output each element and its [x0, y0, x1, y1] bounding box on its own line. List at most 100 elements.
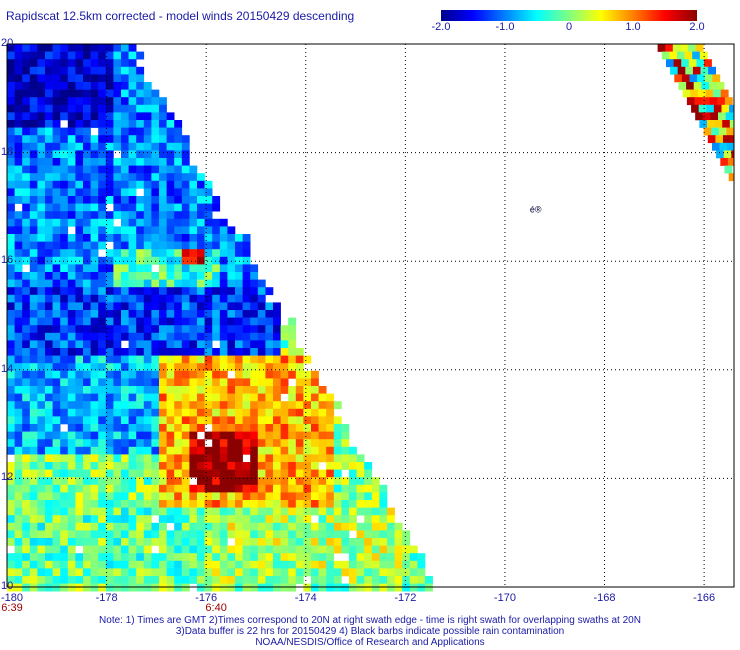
- wind-cell: [303, 583, 312, 592]
- wind-cell: [60, 507, 69, 516]
- wind-cell: [52, 560, 61, 569]
- wind-cell: [159, 188, 167, 197]
- wind-cell: [22, 576, 31, 584]
- wind-cell: [280, 355, 289, 364]
- wind-cell: [105, 553, 114, 562]
- wind-cell: [14, 583, 23, 592]
- wind-cell: [121, 203, 129, 212]
- wind-cell: [128, 51, 137, 60]
- wind-cell: [341, 424, 350, 432]
- wind-cell: [235, 530, 243, 539]
- wind-cell: [90, 477, 99, 486]
- wind-cell: [75, 446, 84, 455]
- wind-cell: [212, 332, 221, 341]
- wind-cell: [29, 507, 38, 516]
- wind-cell: [250, 431, 259, 440]
- wind-cell: [121, 89, 129, 98]
- wind-cell: [166, 545, 175, 554]
- wind-cell: [37, 507, 46, 516]
- wind-cell: [265, 401, 274, 410]
- wind-cell: [257, 332, 266, 341]
- wind-cell: [113, 484, 122, 493]
- wind-cell: [181, 188, 190, 197]
- wind-cell: [113, 454, 122, 463]
- wind-cell: [90, 302, 99, 311]
- wind-cell: [37, 142, 46, 151]
- wind-cell: [143, 127, 152, 136]
- wind-cell: [60, 332, 69, 341]
- wind-cell: [333, 545, 342, 554]
- wind-cell: [219, 226, 228, 235]
- wind-cell: [98, 416, 107, 425]
- wind-cell: [45, 294, 53, 303]
- wind-cell: [204, 203, 213, 212]
- wind-cell: [67, 431, 76, 440]
- wind-cell: [83, 439, 91, 448]
- wind-cell: [37, 226, 46, 235]
- wind-cell: [52, 522, 61, 531]
- wind-cell: [136, 249, 145, 258]
- wind-cell: [204, 370, 213, 379]
- wind-cell: [250, 560, 259, 569]
- wind-cell: [121, 416, 129, 425]
- wind-cell: [204, 431, 213, 440]
- wind-cell: [394, 576, 403, 584]
- wind-cell: [22, 272, 31, 280]
- wind-cell: [29, 317, 38, 326]
- wind-cell: [166, 256, 175, 265]
- wind-cell: [98, 51, 107, 60]
- wind-cell: [181, 310, 190, 318]
- wind-cell: [136, 211, 145, 220]
- wind-cell: [235, 256, 243, 265]
- wind-cell: [75, 158, 84, 166]
- wind-cell: [128, 317, 137, 326]
- wind-cell: [7, 74, 15, 83]
- wind-cell: [98, 530, 107, 539]
- wind-cell: [265, 583, 274, 592]
- wind-cell: [136, 180, 145, 189]
- wind-cell: [159, 446, 167, 455]
- wind-cell: [197, 568, 205, 577]
- wind-cell: [273, 522, 281, 531]
- wind-cell: [45, 583, 53, 592]
- wind-cell: [273, 477, 281, 486]
- wind-cell: [242, 431, 251, 440]
- wind-cell: [212, 325, 221, 334]
- wind-cell: [204, 287, 213, 296]
- wind-cell: [90, 120, 99, 128]
- wind-cell: [52, 173, 61, 182]
- wind-cell: [280, 401, 289, 410]
- wind-cell: [341, 507, 350, 516]
- wind-cell: [105, 97, 114, 106]
- wind-cell: [151, 234, 160, 242]
- wind-cell: [60, 583, 69, 592]
- wind-cell: [37, 66, 46, 75]
- wind-cell: [219, 492, 228, 501]
- wind-cell: [181, 469, 190, 478]
- wind-cell: [113, 439, 122, 448]
- wind-cell: [318, 446, 327, 455]
- wind-cell: [265, 310, 274, 318]
- wind-cell: [67, 576, 76, 584]
- wind-cell: [60, 401, 69, 410]
- wind-cell: [356, 538, 365, 546]
- wind-cell: [98, 173, 107, 182]
- wind-cell: [151, 188, 160, 197]
- wind-cell: [219, 302, 228, 311]
- wind-cell: [242, 279, 251, 288]
- wind-cell: [67, 545, 76, 554]
- wind-cell: [105, 317, 114, 326]
- wind-cell: [235, 294, 243, 303]
- wind-cell: [250, 416, 259, 425]
- wind-cell: [204, 211, 213, 220]
- wind-cell: [265, 538, 274, 546]
- wind-cell: [341, 462, 350, 470]
- wind-cell: [14, 576, 23, 584]
- wind-cell: [113, 44, 122, 52]
- wind-cell: [7, 226, 15, 235]
- wind-cell: [113, 386, 122, 394]
- wind-cell: [143, 560, 152, 569]
- wind-cell: [29, 401, 38, 410]
- wind-cell: [257, 416, 266, 425]
- wind-cell: [166, 340, 175, 349]
